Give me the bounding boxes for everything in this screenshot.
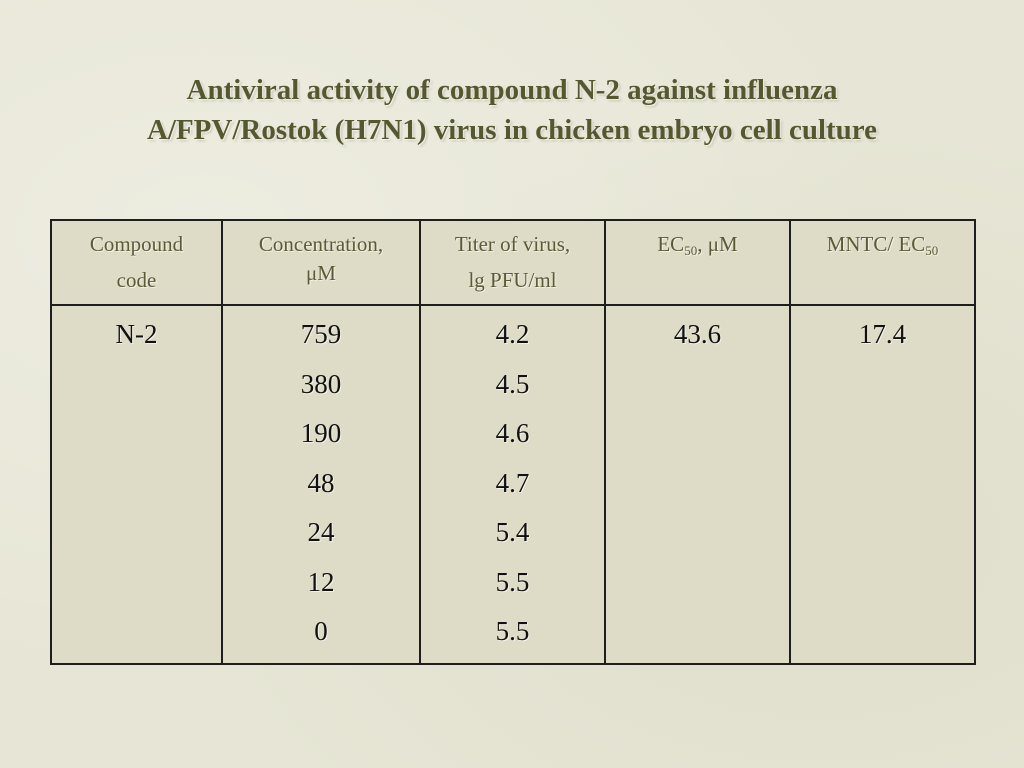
header-ec50: EC50, μM <box>604 219 791 306</box>
header-row: Compound code Concentration, μM Titer of… <box>50 219 976 306</box>
header-titer-line-2: lg PFU/ml <box>468 268 557 292</box>
header-ec50-prefix: EC <box>657 232 685 256</box>
cell-compound-code: N-2 <box>50 304 223 665</box>
header-compound-code: Compound code <box>50 219 223 306</box>
slide-title: Antiviral activity of compound N-2 again… <box>40 70 984 150</box>
titer-value: 5.4 <box>495 517 530 547</box>
concentration-value: 759 <box>300 319 342 349</box>
header-ec50-subscript: 50 <box>684 243 698 258</box>
header-ec50-suffix: , μM <box>697 232 738 256</box>
cell-mntc-ec50: 17.4 <box>789 304 976 665</box>
slide-title-line-1: Antiviral activity of compound N-2 again… <box>186 74 838 106</box>
titer-value: 4.5 <box>495 368 530 399</box>
titer-value: 4.2 <box>495 319 530 349</box>
header-concentration-line-1: Concentration, <box>258 232 384 256</box>
concentration-value: 190 <box>300 418 342 448</box>
results-table: Compound code Concentration, μM Titer of… <box>50 219 976 665</box>
header-mntc-subscript: 50 <box>925 243 939 258</box>
cell-concentrations: 759 380 190 48 24 12 0 <box>221 304 421 665</box>
header-mntc-ec50: MNTC/ EC50 <box>789 219 976 306</box>
concentration-value: 12 <box>307 566 335 597</box>
header-titer: Titer of virus, lg PFU/ml <box>419 219 606 306</box>
table-row: N-2 759 380 190 48 24 12 0 4.2 4.5 4.6 4… <box>50 304 976 665</box>
concentration-value: 24 <box>307 517 335 547</box>
concentration-value: 0 <box>314 616 328 646</box>
titer-value: 5.5 <box>495 616 530 646</box>
header-concentration: Concentration, μM <box>221 219 421 306</box>
header-titer-line-1: Titer of virus, <box>454 232 571 256</box>
titer-value: 5.5 <box>495 566 530 597</box>
titer-value: 4.6 <box>495 418 530 448</box>
slide-title-line-2: A/FPV/Rostok (H7N1) virus in chicken emb… <box>146 114 878 146</box>
concentration-value: 380 <box>300 368 342 399</box>
header-compound-line-2: code <box>116 268 157 292</box>
cell-ec50: 43.6 <box>604 304 791 665</box>
header-compound-line-1: Compound <box>89 232 184 256</box>
concentration-value: 48 <box>307 467 335 498</box>
header-concentration-line-2: μM <box>306 261 336 285</box>
cell-titers: 4.2 4.5 4.6 4.7 5.4 5.5 5.5 <box>419 304 606 665</box>
titer-value: 4.7 <box>495 467 530 498</box>
header-mntc-prefix: MNTC/ EC <box>826 232 926 256</box>
